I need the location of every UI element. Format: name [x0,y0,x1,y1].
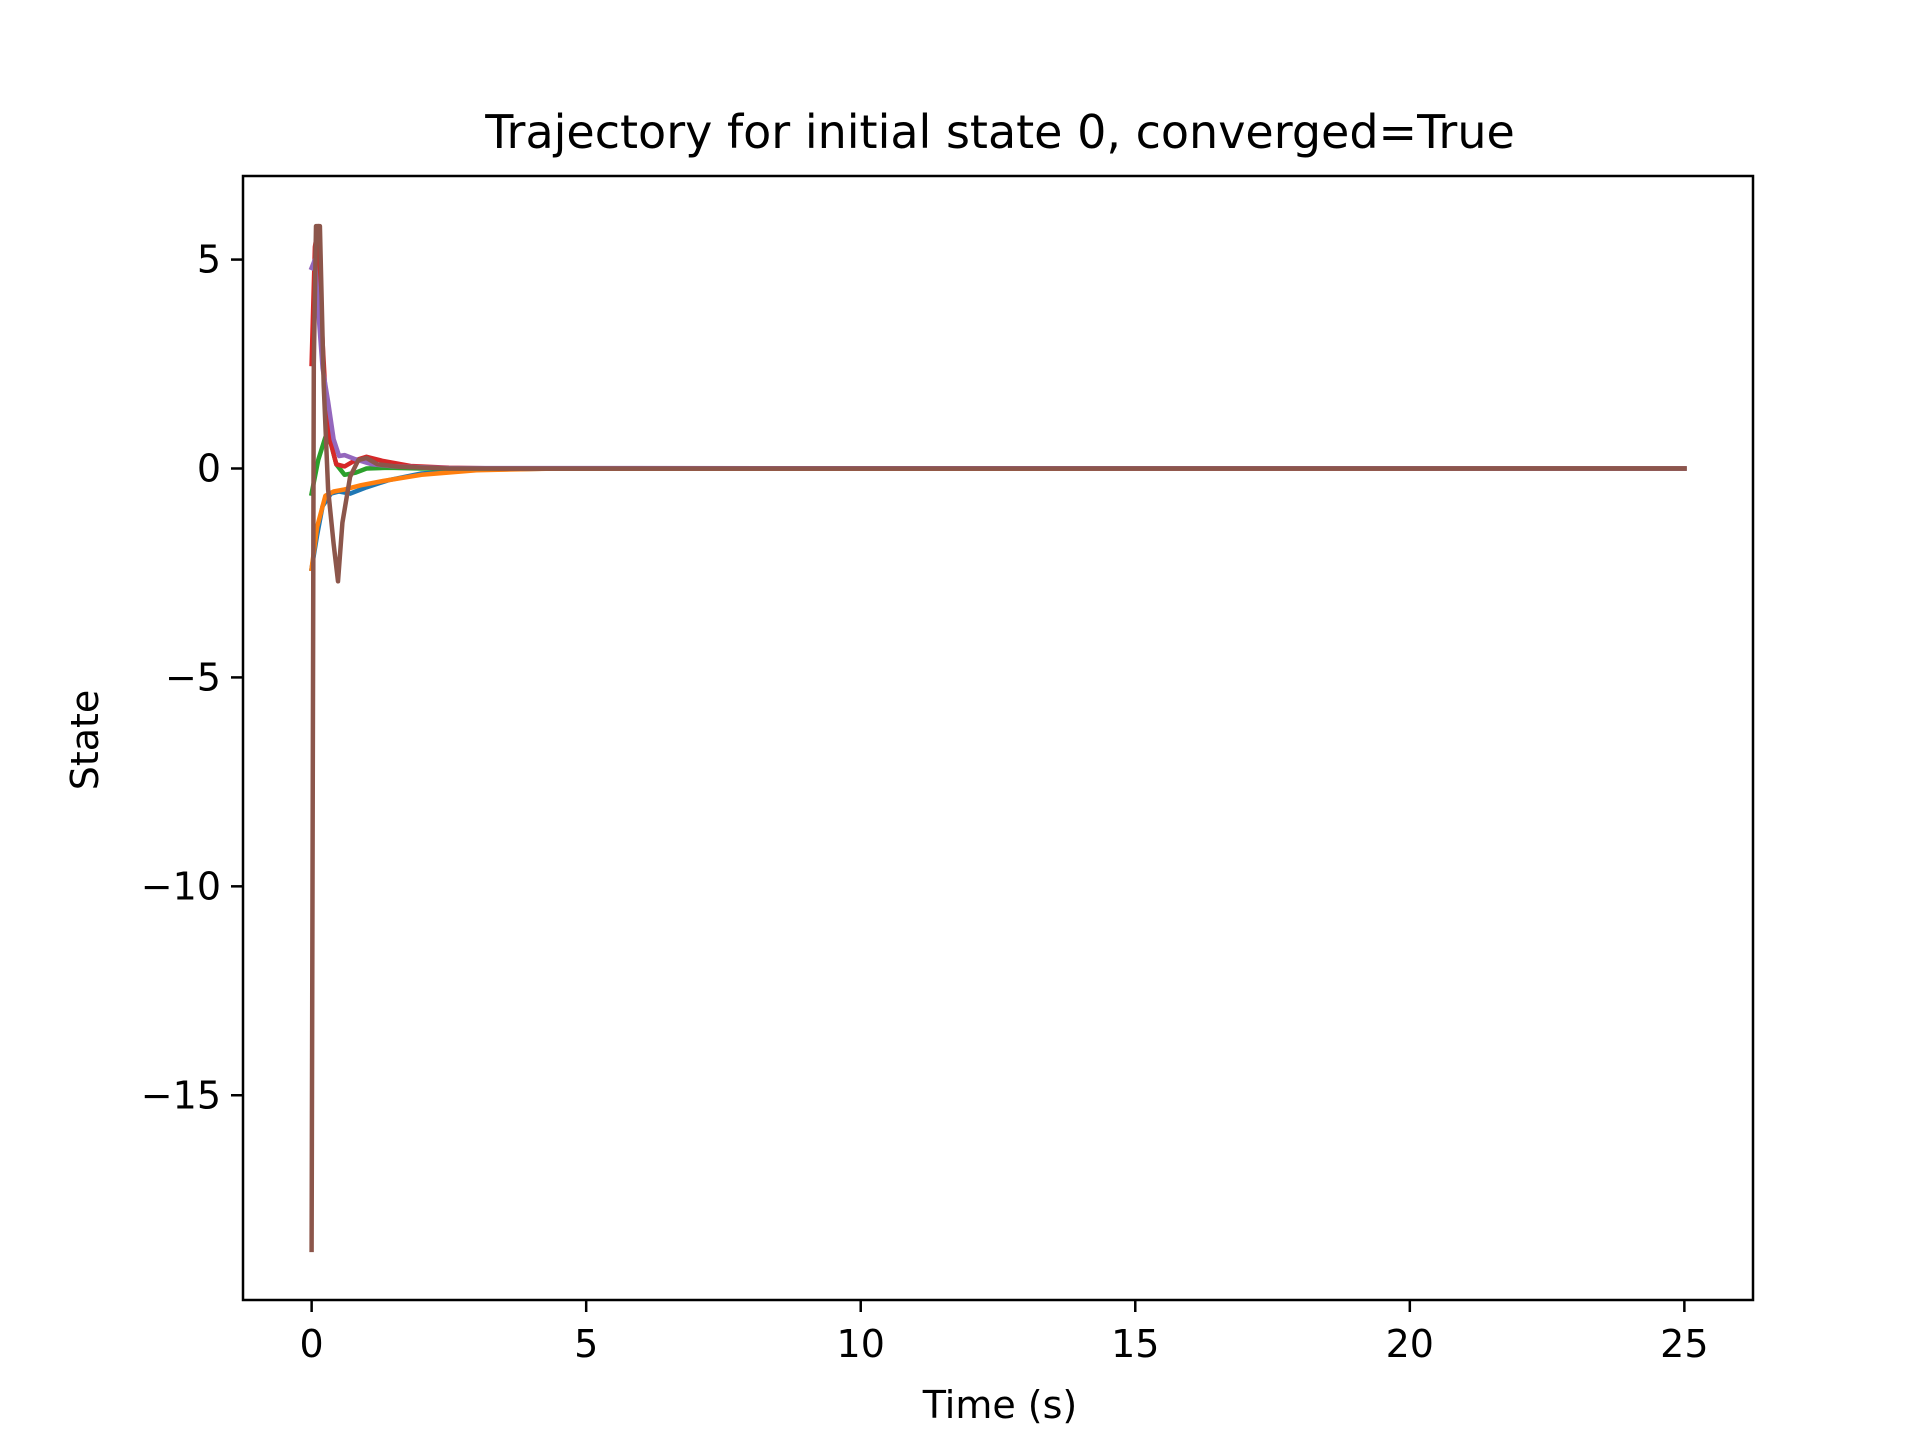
plot-frame [241,174,1755,1302]
y-tick-label: −15 [141,1073,221,1117]
y-axis-label: State [63,690,107,791]
y-axis: 5 0 −5 −10 −15 [141,238,243,1117]
x-tick-label: 20 [1386,1322,1434,1366]
y-tick-label: −10 [141,864,221,908]
chart-title: Trajectory for initial state 0, converge… [484,105,1515,159]
y-tick-label: 0 [197,446,221,490]
y-tick-label: −5 [165,655,221,699]
series-group [308,223,1687,1253]
x-tick-label: 0 [300,1322,324,1366]
x-tick-label: 10 [837,1322,885,1366]
x-tick-label: 5 [574,1322,598,1366]
x-tick-label: 15 [1111,1322,1159,1366]
y-tick-label: 5 [197,238,221,282]
x-axis-label: Time (s) [922,1383,1078,1427]
series-line-6 [309,223,1687,1253]
x-axis: 0 5 10 15 20 25 [300,1300,1709,1366]
x-tick-label: 25 [1660,1322,1708,1366]
